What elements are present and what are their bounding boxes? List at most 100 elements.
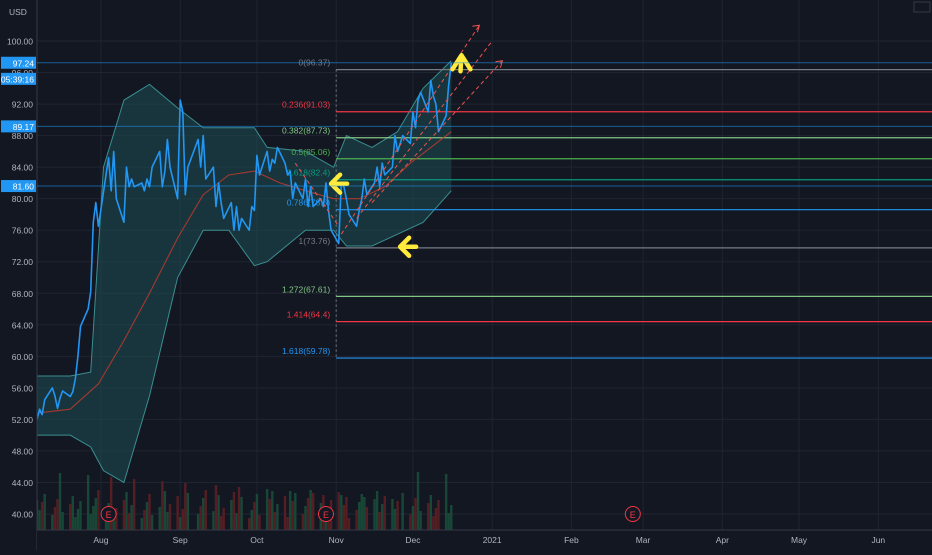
volume-bar	[148, 494, 151, 530]
volume-bar	[447, 513, 450, 530]
earnings-marker-label: E	[323, 510, 329, 520]
x-tick-label: 2021	[483, 535, 502, 545]
volume-bar	[411, 506, 415, 530]
earnings-marker-circle[interactable]	[317, 506, 334, 522]
volume-bar	[383, 496, 386, 530]
volume-bar	[381, 504, 384, 530]
bollinger-lower-line	[37, 190, 452, 484]
volume-bar	[365, 507, 369, 530]
volume-bar	[166, 512, 169, 530]
volume-bar	[53, 507, 57, 530]
fibonacci-retracement[interactable]: 0(96.37)0.236(91.03)0.382(87.73)0.5(85.0…	[282, 58, 932, 359]
price-scale-badge[interactable]: 97.24	[1, 56, 932, 69]
volume-bar	[258, 515, 261, 530]
y-tick-label: 84.00	[12, 163, 34, 173]
volume-bar	[288, 491, 292, 530]
yellow-arrow-left-icon[interactable]	[328, 172, 350, 195]
volume-bar	[342, 505, 346, 530]
volume-bar	[324, 516, 328, 530]
x-tick-label: Oct	[250, 535, 264, 545]
volume-bar	[286, 517, 289, 530]
volume-bar	[161, 481, 164, 530]
volume-bar	[311, 493, 315, 530]
channel-arrowhead	[472, 24, 481, 33]
y-tick-label: 64.00	[12, 320, 34, 330]
volume-bar	[340, 495, 343, 530]
earnings-marker[interactable]: E	[100, 506, 117, 522]
volume-bar	[414, 498, 417, 530]
volume-bar	[112, 516, 115, 530]
channel-arrowhead	[495, 60, 504, 68]
volume-bar	[265, 489, 269, 530]
volume-bar	[253, 502, 256, 530]
price-badge-label: 97.24	[13, 58, 35, 68]
moving-average-line	[36, 131, 452, 414]
volume-bar	[232, 492, 236, 530]
price-scale-badge[interactable]: 05:39:16	[1, 72, 36, 85]
price-badge-box[interactable]	[1, 56, 36, 69]
trend-channel-line[interactable]	[356, 40, 493, 219]
price-badge-box[interactable]	[1, 120, 36, 133]
volume-bar	[337, 492, 340, 530]
y-axis-panel	[0, 0, 37, 550]
volume-bar	[375, 491, 379, 530]
volume-bar	[214, 485, 218, 530]
y-tick-label: 80.00	[12, 194, 34, 204]
volume-bar	[219, 516, 223, 530]
trend-channel-line[interactable]	[294, 162, 340, 227]
earnings-marker[interactable]: E	[624, 506, 641, 522]
fibonacci-level-label: 1.618(59.78)	[282, 346, 330, 356]
price-badge-box[interactable]	[1, 72, 36, 85]
volume-bar	[186, 493, 190, 530]
y-tick-label: 68.00	[12, 289, 34, 299]
price-scale-badge[interactable]: 81.60	[1, 180, 932, 193]
y-tick-label: 92.00	[12, 100, 34, 110]
price-scale-badge[interactable]: 89.17	[1, 120, 932, 133]
earnings-marker-label: E	[630, 510, 636, 520]
fibonacci-level-label: 0.236(91.03)	[282, 100, 330, 110]
volume-bar	[184, 483, 187, 530]
earnings-marker[interactable]: E	[317, 506, 334, 522]
volume-bar	[291, 501, 294, 530]
price-line[interactable]	[36, 62, 453, 420]
volume-bar	[434, 508, 438, 530]
volume-bar	[347, 518, 351, 530]
yellow-arrow-up-icon[interactable]	[450, 53, 473, 74]
y-tick-label: 72.00	[12, 257, 34, 267]
volume-bar	[294, 493, 297, 530]
volume-bar	[273, 512, 277, 530]
volume-bar	[240, 497, 243, 530]
x-tick-label: Nov	[329, 535, 345, 545]
volume-bar	[450, 505, 453, 530]
volume-bar	[427, 503, 430, 530]
volume-bar	[199, 506, 202, 530]
fibonacci-level-label: 1.414(64.4)	[287, 310, 331, 320]
volume-bar	[76, 509, 80, 530]
volume-bar	[393, 509, 397, 530]
volume-bar	[74, 517, 77, 530]
earnings-marker-circle[interactable]	[624, 506, 641, 522]
volume-bar	[158, 507, 161, 530]
volume-bar	[429, 495, 432, 530]
earnings-marker-label: E	[106, 510, 112, 520]
trend-channel[interactable]	[294, 24, 504, 235]
volume-bar	[163, 491, 167, 530]
volume-bar	[89, 514, 92, 530]
volume-bar	[56, 499, 59, 530]
volume-bar	[419, 511, 422, 530]
annotation-arrows[interactable]	[328, 53, 473, 259]
earnings-marker-circle[interactable]	[100, 506, 117, 522]
volume-bar	[140, 518, 144, 530]
yellow-arrow-left-icon[interactable]	[397, 235, 419, 259]
volume-bar	[283, 496, 287, 530]
currency-label: USD	[9, 7, 27, 17]
y-tick-label: 52.00	[12, 415, 34, 425]
volume-bar	[271, 491, 274, 530]
volume-bar	[237, 487, 241, 530]
x-tick-label: Feb	[564, 535, 579, 545]
chart-menu-handle-icon[interactable]	[913, 1, 931, 13]
volume-bar	[43, 494, 46, 530]
price-badge-box[interactable]	[1, 180, 36, 193]
